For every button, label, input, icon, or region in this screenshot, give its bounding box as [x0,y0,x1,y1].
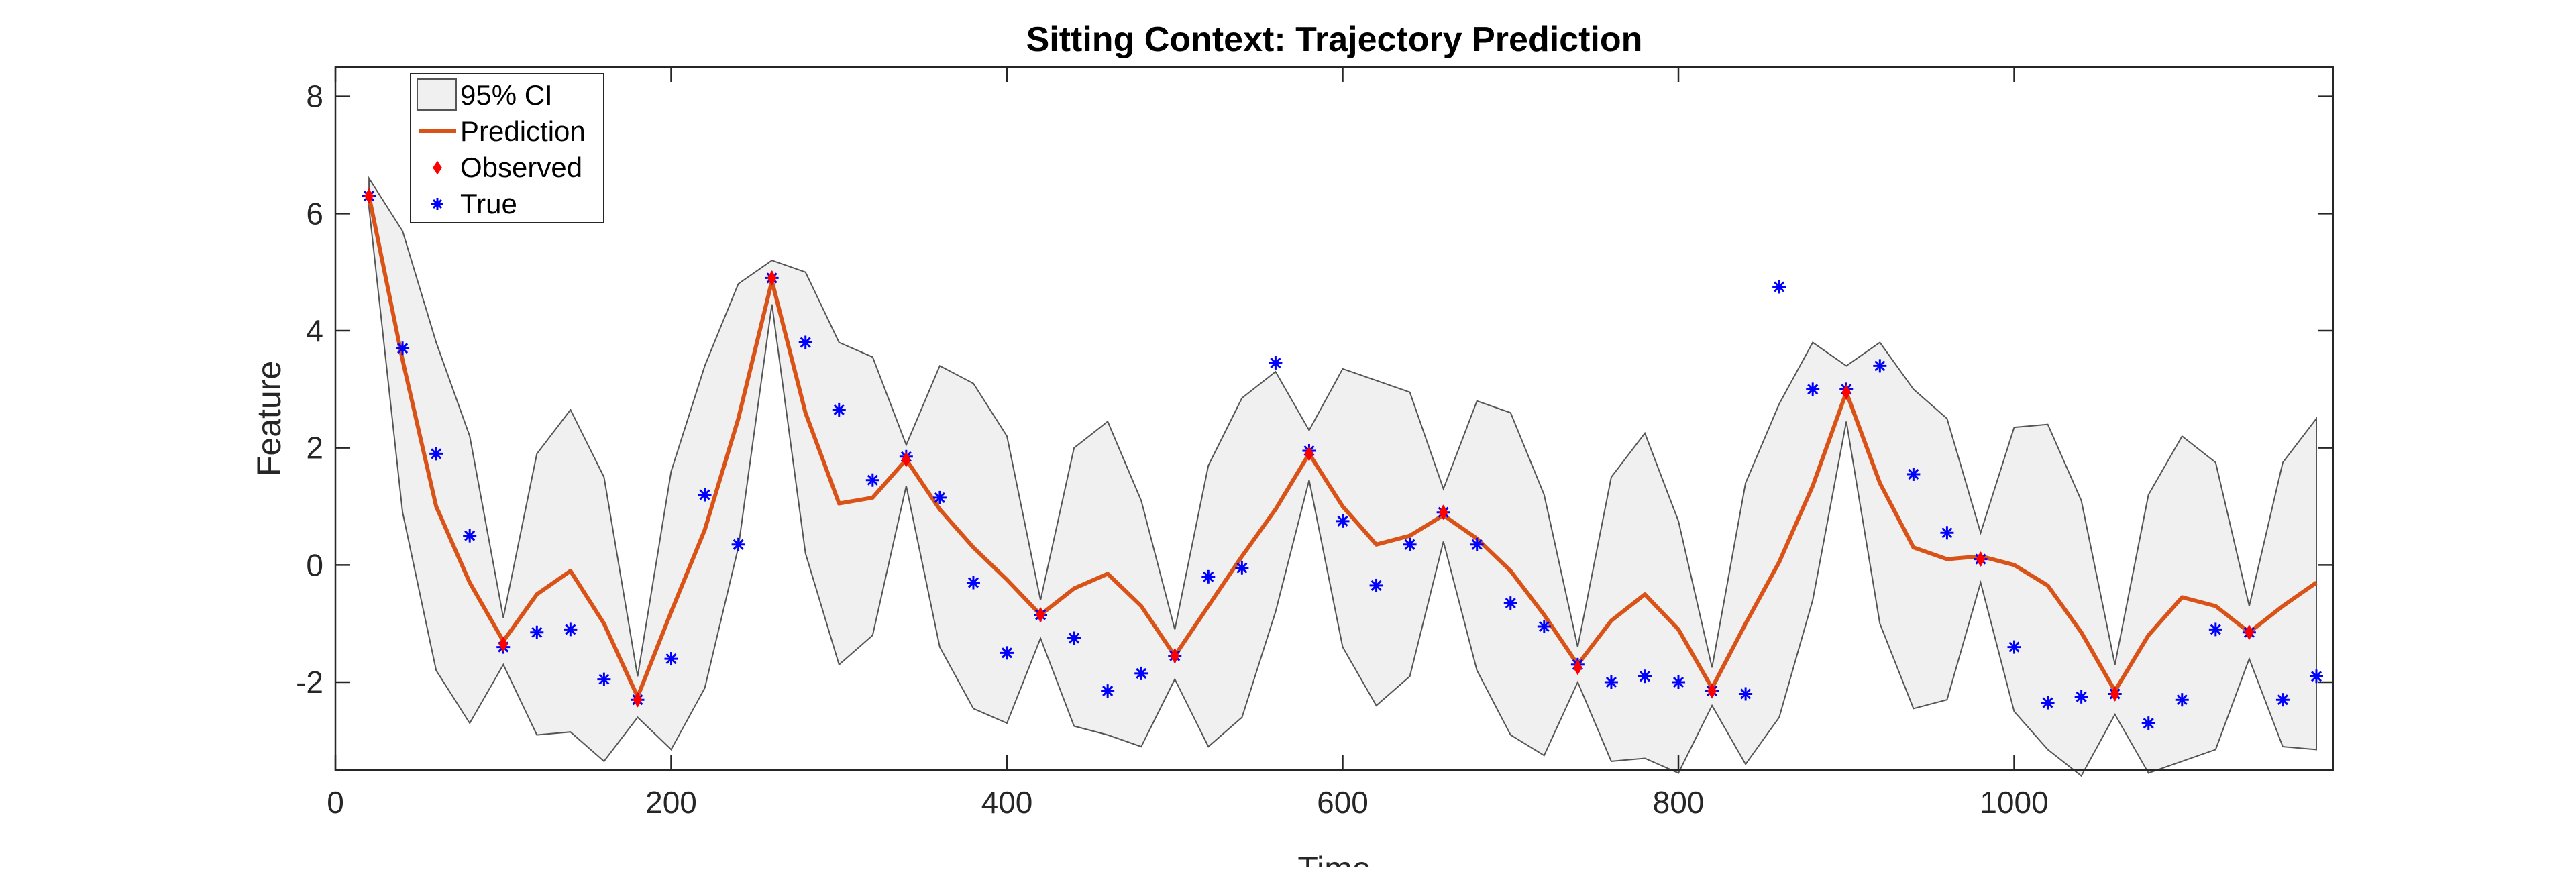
observed-point [1170,648,1180,664]
true-point [2007,640,2021,654]
observed-point [498,636,508,652]
true-point [865,473,879,487]
y-tick-label: 0 [306,547,323,582]
true-point [530,625,544,639]
true-point [1269,356,1283,370]
observed-points-layer [364,188,2254,708]
true-point [1000,646,1014,660]
true-point [1907,467,1921,481]
true-point [1101,684,1115,698]
y-tick-label: 4 [306,313,323,348]
true-point [1201,569,1216,584]
true-point [2141,716,2155,730]
observed-point [1304,445,1314,461]
true-point [966,576,980,590]
true-point [832,402,846,417]
x-tick-label: 200 [645,785,697,820]
true-point [1806,382,1820,396]
true-point [396,341,410,356]
legend-ci-label: 95% CI [460,79,553,111]
x-tick-label: 600 [1317,785,1368,820]
chart-title: Sitting Context: Trajectory Prediction [1026,20,1643,59]
true-point [1604,675,1618,689]
x-tick-label: 0 [327,785,344,820]
plot-frame [334,66,2334,771]
true-point [1772,280,1786,294]
legend-true-label: True [460,188,517,219]
true-point [597,672,611,686]
true-point [1672,675,1686,689]
confidence-band [368,176,2317,777]
legend-observed-marker [433,160,442,175]
true-point [932,490,947,504]
true-point [1537,620,1551,634]
x-tick-label: 1000 [1980,785,2048,820]
prediction-line [367,195,2318,699]
true-point [1336,514,1350,528]
true-point [1638,669,1652,684]
observed-point [767,270,777,286]
observed-point [1036,607,1045,623]
observed-point [2110,686,2120,702]
true-point [1369,578,1383,592]
legend-observed-label: Observed [460,152,582,183]
legend-ci-swatch [417,78,457,111]
true-point [564,622,578,637]
y-axis-ticks: -2 0 2 4 6 8 [296,79,2333,700]
true-point [2309,669,2323,684]
true-point [1873,359,1887,373]
true-point [1739,687,1753,701]
true-point [1940,526,1954,540]
true-point [1067,631,1081,645]
x-axis-label: Time [1297,850,1371,867]
observed-point [2244,624,2254,641]
true-point [2175,693,2189,707]
observed-point [1841,384,1851,400]
confidence-band-layer [368,176,2317,777]
x-tick-label: 800 [1653,785,1705,820]
true-point [2275,693,2290,707]
observed-point [1976,551,1986,567]
true-point [1470,537,1484,551]
y-tick-label: 8 [306,79,323,114]
true-point [1235,561,1249,575]
true-point [1403,537,1417,551]
y-tick-label: -2 [296,665,323,700]
true-point [2208,622,2222,637]
true-point [798,335,812,349]
legend: 95% CI Prediction Observed True [410,73,604,223]
true-point [1134,666,1148,680]
y-tick-label: 6 [306,196,323,231]
x-tick-label: 400 [981,785,1033,820]
observed-point [633,692,643,708]
observed-point [1438,504,1448,521]
true-point [664,652,678,666]
true-point [1503,596,1517,610]
observed-point [901,451,911,468]
x-axis-ticks: 0 200 400 600 800 1000 [327,67,2049,820]
true-point [731,537,745,551]
observed-point [1707,683,1717,699]
legend-true-marker [431,198,443,210]
true-point [2074,690,2088,704]
y-axis-label: Feature [250,361,288,476]
observed-point [364,188,374,204]
y-tick-label: 2 [306,431,323,466]
legend-prediction-label: Prediction [460,115,586,147]
true-point [698,488,712,502]
prediction-layer [367,195,2318,699]
true-point [2041,696,2055,710]
true-point [429,447,443,461]
true-point [463,529,477,543]
observed-point [1572,659,1582,675]
